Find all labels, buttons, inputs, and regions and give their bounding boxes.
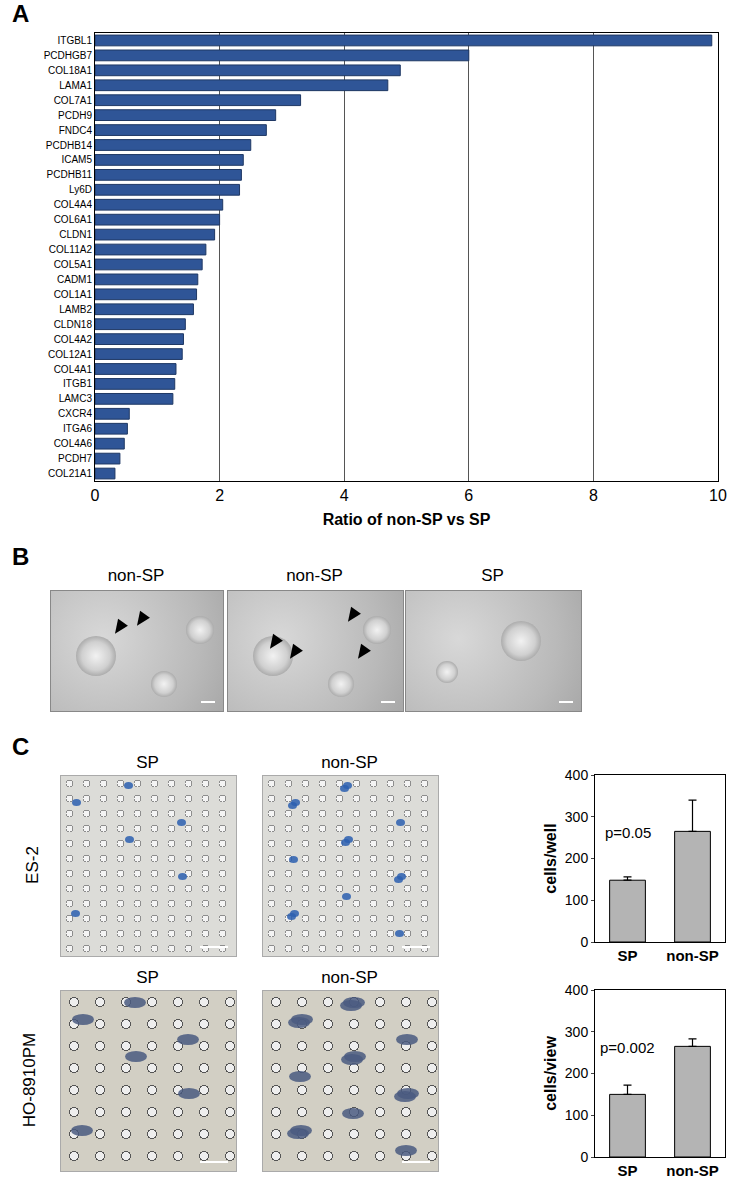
html-text:C: C xyxy=(12,733,30,760)
svg-text:PCDHB14: PCDHB14 xyxy=(46,140,93,151)
html-text:SP: SP xyxy=(481,566,504,585)
svg-text:COL7A1: COL7A1 xyxy=(54,95,93,106)
svg-text:0: 0 xyxy=(580,1149,588,1165)
html-text:A: A xyxy=(12,0,30,27)
svg-text:CLDN1: CLDN1 xyxy=(59,229,92,240)
svg-text:COL21A1: COL21A1 xyxy=(48,468,92,479)
svg-text:ITGBL1: ITGBL1 xyxy=(58,35,93,46)
svg-text:PCDHGB7: PCDHGB7 xyxy=(44,50,93,61)
svg-text:300: 300 xyxy=(565,1024,589,1040)
svg-text:cells/well: cells/well xyxy=(542,823,559,893)
svg-text:Ratio of non-SP vs SP: Ratio of non-SP vs SP xyxy=(323,511,491,528)
html-text:non-SP: non-SP xyxy=(321,968,378,987)
svg-text:4: 4 xyxy=(340,487,349,504)
svg-text:p=0.05: p=0.05 xyxy=(605,824,651,841)
html-text:SP: SP xyxy=(136,968,159,987)
svg-text:COL6A1: COL6A1 xyxy=(54,214,93,225)
svg-text:COL18A1: COL18A1 xyxy=(48,65,92,76)
svg-text:400: 400 xyxy=(565,982,589,998)
svg-text:6: 6 xyxy=(464,487,473,504)
svg-text:SP: SP xyxy=(617,1162,637,1179)
html-text:ES-2: ES-2 xyxy=(23,846,42,884)
svg-text:PCDH7: PCDH7 xyxy=(58,453,92,464)
html-text:non-SP: non-SP xyxy=(107,566,165,585)
svg-text:10: 10 xyxy=(709,487,727,504)
svg-text:2: 2 xyxy=(215,487,224,504)
svg-text:COL1A1: COL1A1 xyxy=(54,289,93,300)
svg-text:ICAM5: ICAM5 xyxy=(61,154,92,165)
svg-text:p=0.002: p=0.002 xyxy=(600,1039,655,1056)
svg-text:cells/view: cells/view xyxy=(542,1036,559,1111)
svg-text:COL4A6: COL4A6 xyxy=(54,438,93,449)
svg-text:CADM1: CADM1 xyxy=(57,274,92,285)
html-text:SP: SP xyxy=(136,753,159,772)
svg-text:200: 200 xyxy=(565,850,589,866)
svg-text:200: 200 xyxy=(565,1065,589,1081)
svg-text:PCDHB11: PCDHB11 xyxy=(47,169,93,180)
svg-text:CLDN18: CLDN18 xyxy=(54,319,93,330)
svg-text:LAMA1: LAMA1 xyxy=(59,80,92,91)
html-text:B: B xyxy=(12,543,30,570)
svg-text:COL4A4: COL4A4 xyxy=(54,199,93,210)
svg-text:PCDH9: PCDH9 xyxy=(58,110,92,121)
svg-text:100: 100 xyxy=(565,1107,589,1123)
svg-text:Ly6D: Ly6D xyxy=(69,184,92,195)
svg-text:non-SP: non-SP xyxy=(666,947,719,964)
svg-text:100: 100 xyxy=(565,892,589,908)
svg-text:COL4A1: COL4A1 xyxy=(54,364,93,375)
svg-text:LAMB2: LAMB2 xyxy=(59,304,92,315)
svg-text:non-SP: non-SP xyxy=(666,1162,719,1179)
html-text:non-SP: non-SP xyxy=(321,753,378,772)
svg-text:FNDC4: FNDC4 xyxy=(59,125,93,136)
html-text:non-SP: non-SP xyxy=(286,566,343,585)
svg-text:LAMC3: LAMC3 xyxy=(59,393,93,404)
svg-text:ITGA6: ITGA6 xyxy=(63,423,92,434)
svg-text:COL11A2: COL11A2 xyxy=(49,244,93,255)
svg-text:COL12A1: COL12A1 xyxy=(48,349,92,360)
svg-text:0: 0 xyxy=(91,487,100,504)
svg-text:300: 300 xyxy=(565,809,589,825)
html-text:HO-8910PM: HO-8910PM xyxy=(20,1032,39,1128)
svg-text:ITGB1: ITGB1 xyxy=(63,378,92,389)
svg-text:400: 400 xyxy=(565,767,589,783)
svg-text:COL4A2: COL4A2 xyxy=(54,334,93,345)
svg-text:COL5A1: COL5A1 xyxy=(54,259,93,270)
svg-text:0: 0 xyxy=(580,934,588,950)
svg-text:CXCR4: CXCR4 xyxy=(58,408,92,419)
svg-text:8: 8 xyxy=(589,487,598,504)
svg-text:SP: SP xyxy=(617,947,637,964)
